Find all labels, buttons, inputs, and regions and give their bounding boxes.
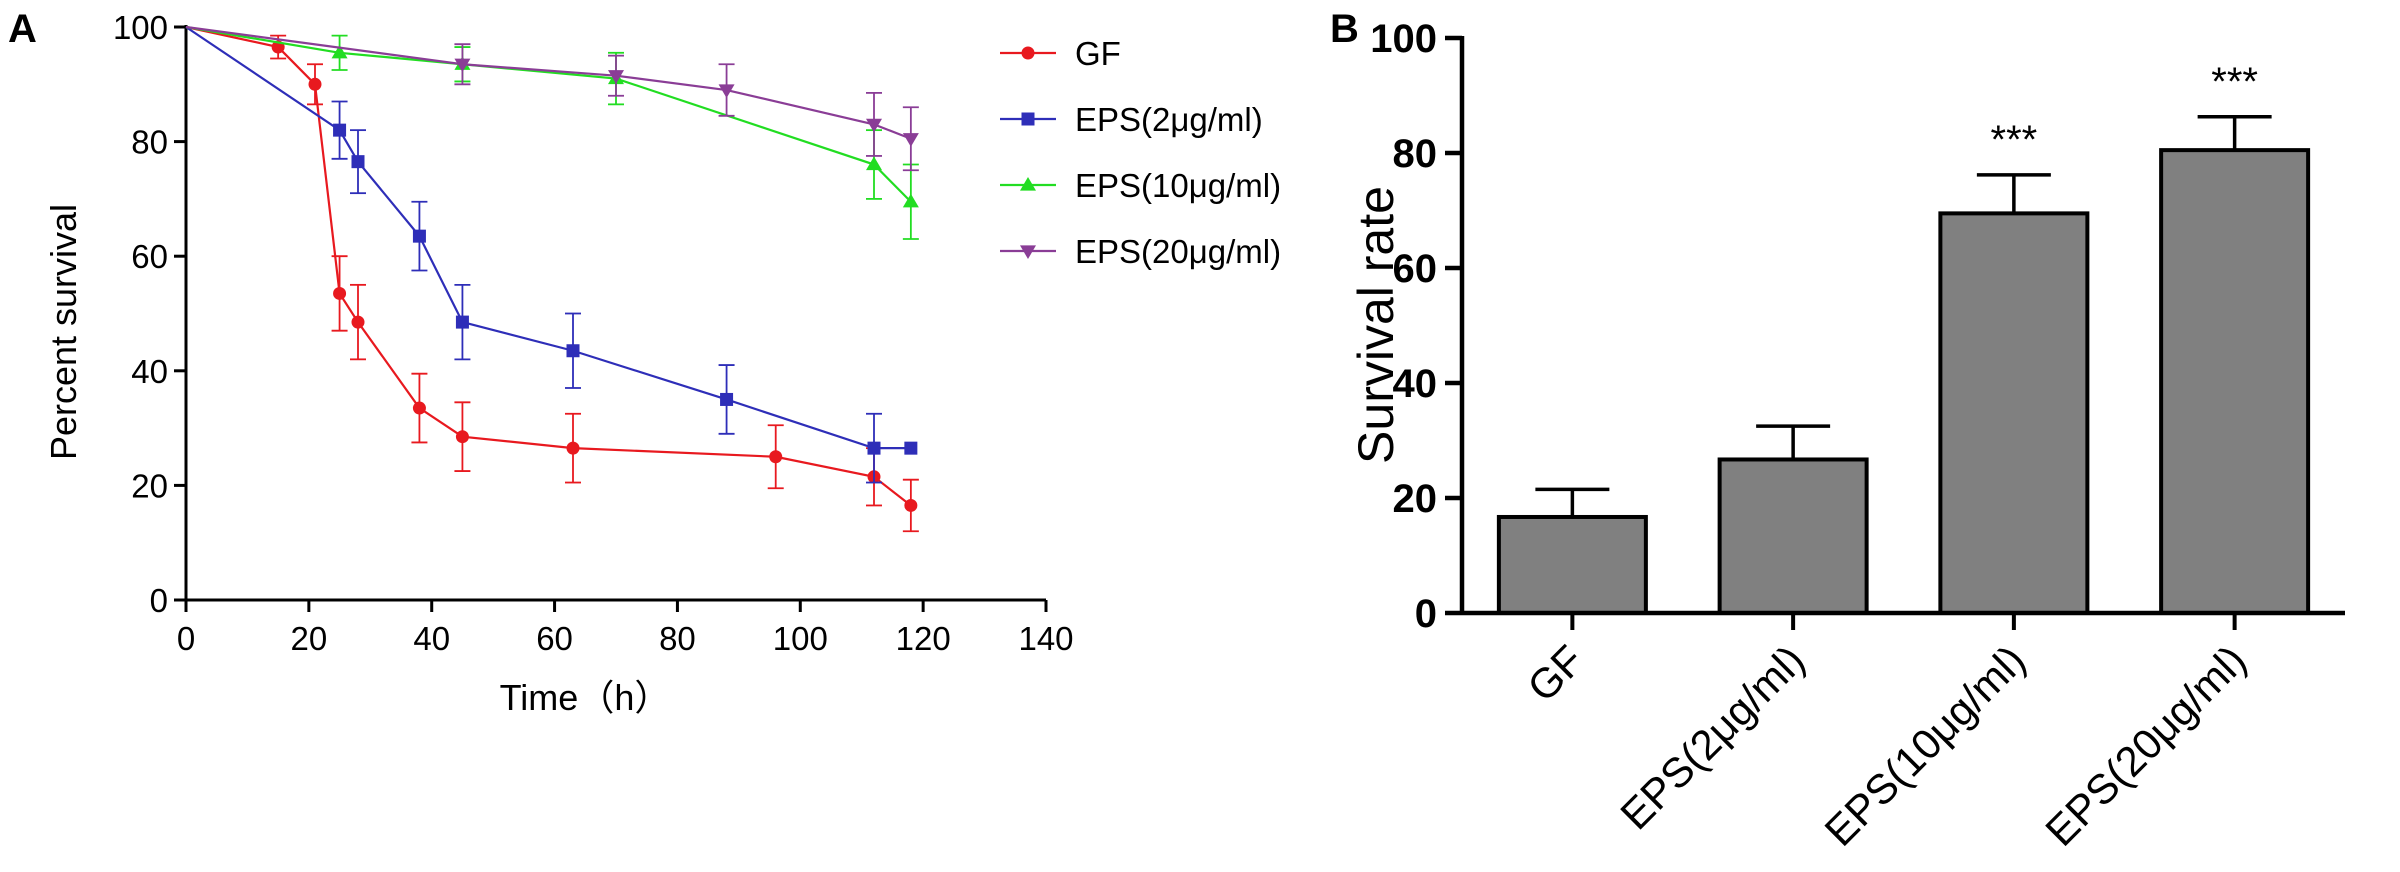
significance-label: ***	[1991, 118, 2038, 162]
y-tick-label: 0	[1415, 592, 1437, 636]
data-point	[904, 498, 918, 512]
data-point	[720, 392, 734, 406]
x-tick-label: 100	[773, 620, 828, 657]
x-tick-label: EPS(2μg/ml)	[1611, 636, 1813, 838]
data-point	[608, 70, 624, 84]
bar	[1496, 514, 1648, 615]
data-point	[454, 58, 471, 73]
data-point	[333, 286, 347, 300]
significance-label: ***	[2211, 60, 2258, 104]
legend-label: EPS(10μg/ml)	[1075, 167, 1281, 204]
x-tick-label: EPS(10μg/ml)	[1816, 636, 2035, 855]
x-tick-label: 60	[536, 620, 573, 657]
data-point	[566, 441, 580, 455]
bar	[1717, 457, 1869, 615]
data-point	[566, 344, 580, 358]
survival-bar-chart: GF EPS(2μg/ml) *** EPS(10μg/ml) *** EPS(20μg/…	[1370, 17, 2345, 855]
data-point	[308, 77, 322, 91]
y-tick-label: 100	[1370, 17, 1437, 61]
data-point	[1020, 177, 1036, 191]
y-tick-label: 0	[150, 582, 168, 619]
legend: GF EPS(2μg/ml) EPS(10μg/ml) EPS(20μg/ml)	[1000, 35, 1281, 270]
data-point	[904, 441, 918, 455]
data-point	[1021, 112, 1035, 126]
y-tick-label: 80	[1393, 132, 1438, 176]
data-point	[866, 118, 882, 133]
data-point	[1021, 46, 1035, 60]
y-tick-label: 40	[131, 353, 168, 390]
legend-label: EPS(20μg/ml)	[1075, 233, 1281, 270]
data-point	[902, 193, 919, 208]
bar-y-axis-label: Survival rate	[1348, 186, 1404, 464]
bar	[1938, 211, 2090, 615]
bar	[2159, 148, 2311, 615]
x-tick-label: 80	[659, 620, 696, 657]
y-tick-label: 60	[131, 238, 168, 275]
x-tick-label: 120	[896, 620, 951, 657]
series-line	[185, 25, 912, 203]
y-tick-label: 20	[1393, 477, 1438, 521]
data-point	[412, 229, 426, 243]
data-point	[455, 315, 469, 329]
series-line	[185, 25, 912, 140]
x-tick-label: 40	[413, 620, 450, 657]
y-tick-label: 60	[1393, 247, 1438, 291]
y-tick-label: 100	[113, 9, 168, 46]
y-axis-label: Percent survival	[43, 204, 84, 460]
data-point	[718, 84, 735, 99]
legend-label: GF	[1075, 35, 1121, 72]
x-tick-label: EPS(20μg/ml)	[2036, 636, 2255, 855]
data-point	[867, 441, 881, 455]
data-point	[1020, 245, 1036, 259]
survival-line-chart: 0 20 40 60 80 100 120 140 0 20 40 60 80 100 GF EPS(2μg/…	[113, 9, 1281, 657]
y-tick-label: 80	[131, 124, 168, 161]
data-point	[331, 44, 348, 59]
series-2	[185, 25, 919, 240]
data-point	[455, 430, 469, 444]
panel-a-label: A	[8, 7, 37, 51]
data-point	[769, 450, 783, 464]
data-point	[351, 155, 365, 169]
panel-b-label: B	[1330, 7, 1359, 51]
series-1	[185, 26, 918, 484]
x-tick-label: GF	[1518, 636, 1592, 710]
data-point	[351, 315, 365, 329]
data-point	[866, 156, 882, 171]
x-tick-label: 140	[1018, 620, 1073, 657]
series-line	[185, 26, 911, 450]
data-point	[902, 133, 919, 147]
x-tick-label: 0	[177, 620, 195, 657]
legend-label: EPS(2μg/ml)	[1075, 101, 1263, 138]
x-axis-label: Time（h）	[500, 677, 671, 718]
x-tick-label: 20	[290, 620, 327, 657]
data-point	[412, 401, 426, 415]
y-tick-label: 20	[131, 467, 168, 504]
series-3	[185, 25, 919, 172]
y-tick-label: 40	[1393, 362, 1438, 406]
data-point	[333, 123, 347, 137]
series-0	[185, 25, 919, 533]
